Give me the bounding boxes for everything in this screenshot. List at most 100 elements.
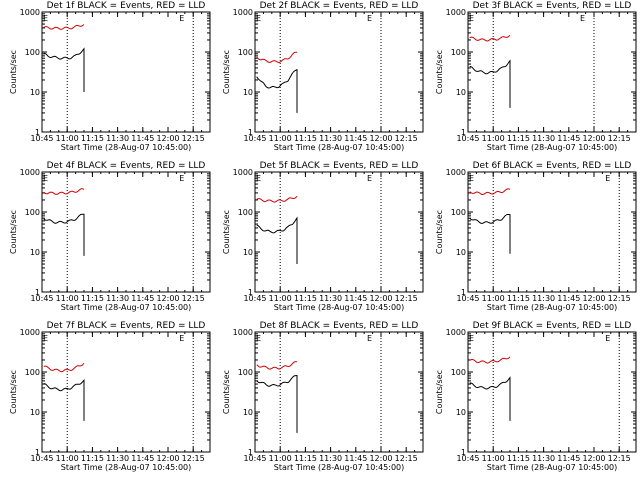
- x-tick-label: 12:15: [608, 454, 631, 463]
- x-tick-label: 12:00: [369, 294, 392, 303]
- x-tick-label: 11:30: [106, 454, 129, 463]
- x-tick-label: 10:45: [30, 454, 53, 463]
- y-axis-label: Counts/sec: [9, 370, 18, 414]
- x-axis-label: Start Time (28-Aug-07 10:45:00): [61, 463, 192, 472]
- x-tick-label: 11:45: [344, 294, 367, 303]
- x-tick-label: 11:00: [269, 454, 292, 463]
- x-tick-label: 11:15: [294, 294, 317, 303]
- series-line-lld: [256, 361, 298, 370]
- x-tick-label: 11:45: [344, 454, 367, 463]
- x-tick-label: 12:15: [182, 294, 205, 303]
- x-tick-label: 11:15: [81, 294, 104, 303]
- event-marker-label: E: [469, 334, 474, 343]
- y-tick-label: 1000: [20, 168, 40, 177]
- x-tick-label: 12:15: [395, 134, 418, 143]
- x-tick-label: 11:00: [482, 294, 505, 303]
- x-tick-label: 11:00: [56, 134, 79, 143]
- x-axis-label: Start Time (28-Aug-07 10:45:00): [487, 463, 618, 472]
- x-tick-label: 12:15: [182, 134, 205, 143]
- y-tick-label: 1000: [446, 168, 466, 177]
- y-axis-label: Counts/sec: [9, 210, 18, 254]
- chart-title: Det 7f BLACK = Events, RED = LLD: [47, 321, 206, 331]
- x-tick-label: 11:15: [294, 134, 317, 143]
- event-marker-label: E: [43, 334, 48, 343]
- event-marker-label: E: [580, 14, 585, 23]
- chart-title: Det 9f BLACK = Events, RED = LLD: [473, 321, 632, 331]
- x-tick-label: 12:00: [582, 134, 605, 143]
- event-marker-label: E: [605, 334, 610, 343]
- x-tick-label: 10:45: [243, 294, 266, 303]
- series-line-events: [256, 216, 298, 264]
- y-tick-label: 10: [243, 88, 253, 97]
- y-tick-label: 10: [30, 248, 40, 257]
- x-tick-label: 10:45: [30, 294, 53, 303]
- y-axis-label: Counts/sec: [435, 50, 444, 94]
- y-axis-label: Counts/sec: [222, 210, 231, 254]
- x-tick-label: 11:00: [269, 294, 292, 303]
- series-line-lld: [43, 188, 85, 195]
- event-marker-label: E: [179, 14, 184, 23]
- x-tick-label: 11:00: [482, 454, 505, 463]
- y-axis-label: Counts/sec: [222, 50, 231, 94]
- y-tick-label: 10: [30, 88, 40, 97]
- x-tick-label: 11:30: [532, 454, 555, 463]
- chart-title: Det 8f BLACK = Events, RED = LLD: [260, 321, 419, 331]
- y-tick-label: 1: [248, 128, 253, 137]
- x-tick-label: 11:45: [557, 294, 580, 303]
- x-axis-label: Start Time (28-Aug-07 10:45:00): [274, 463, 405, 472]
- x-tick-label: 12:00: [156, 454, 179, 463]
- y-axis-label: Counts/sec: [9, 50, 18, 94]
- chart-title: Det 6f BLACK = Events, RED = LLD: [473, 161, 632, 171]
- event-marker-label: E: [43, 14, 48, 23]
- y-tick-label: 1000: [233, 8, 253, 17]
- series-line-lld: [43, 24, 85, 30]
- x-tick-label: 11:15: [507, 134, 530, 143]
- y-tick-label: 100: [238, 48, 253, 57]
- x-tick-label: 11:30: [319, 294, 342, 303]
- y-axis-label: Counts/sec: [222, 370, 231, 414]
- event-marker-label: E: [367, 14, 372, 23]
- x-tick-label: 11:45: [131, 454, 154, 463]
- x-tick-label: 11:45: [557, 454, 580, 463]
- y-tick-label: 1: [248, 448, 253, 457]
- y-tick-label: 1000: [20, 8, 40, 17]
- y-tick-label: 1: [461, 128, 466, 137]
- x-tick-label: 11:45: [557, 134, 580, 143]
- event-marker-label: E: [179, 174, 184, 183]
- x-tick-label: 11:45: [131, 294, 154, 303]
- x-axis-label: Start Time (28-Aug-07 10:45:00): [487, 303, 618, 312]
- event-marker-label: E: [43, 174, 48, 183]
- y-tick-label: 100: [451, 48, 466, 57]
- x-tick-label: 11:00: [482, 134, 505, 143]
- chart-title: Det 2f BLACK = Events, RED = LLD: [260, 1, 419, 11]
- series-line-events: [469, 376, 511, 421]
- x-tick-label: 10:45: [243, 454, 266, 463]
- series-line-events: [256, 68, 298, 113]
- x-tick-label: 11:15: [507, 294, 530, 303]
- event-marker-label: E: [469, 14, 474, 23]
- x-tick-label: 11:15: [81, 134, 104, 143]
- x-tick-label: 12:00: [369, 454, 392, 463]
- y-tick-label: 1: [461, 288, 466, 297]
- x-axis-label: Start Time (28-Aug-07 10:45:00): [274, 303, 405, 312]
- series-line-events: [43, 47, 85, 92]
- x-axis-label: Start Time (28-Aug-07 10:45:00): [61, 303, 192, 312]
- x-axis-label: Start Time (28-Aug-07 10:45:00): [61, 143, 192, 152]
- series-line-events: [469, 213, 511, 254]
- series-line-lld: [256, 195, 298, 203]
- y-tick-label: 1000: [233, 168, 253, 177]
- y-tick-label: 10: [30, 408, 40, 417]
- y-tick-label: 10: [456, 408, 466, 417]
- x-tick-label: 12:15: [395, 454, 418, 463]
- chart-title: Det 5f BLACK = Events, RED = LLD: [260, 161, 419, 171]
- event-marker-label: E: [469, 174, 474, 183]
- y-tick-label: 10: [456, 88, 466, 97]
- x-tick-label: 12:15: [608, 134, 631, 143]
- x-tick-label: 11:00: [56, 294, 79, 303]
- y-tick-label: 1000: [233, 328, 253, 337]
